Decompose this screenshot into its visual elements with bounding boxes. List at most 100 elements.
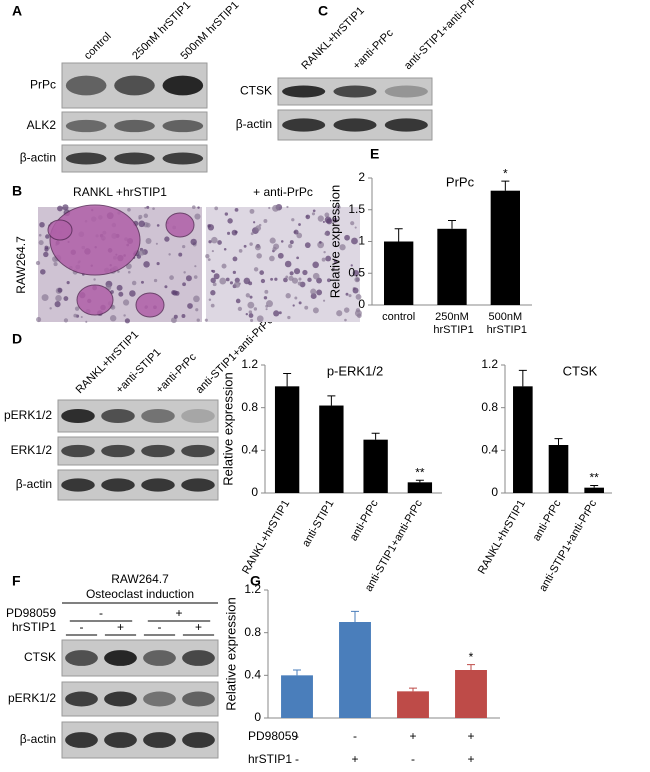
cell xyxy=(351,237,358,245)
cell xyxy=(255,225,262,231)
cell xyxy=(146,205,150,209)
row-label: CTSK xyxy=(24,650,56,664)
blot-band xyxy=(282,118,326,132)
cell xyxy=(344,318,347,322)
cell xyxy=(54,301,61,308)
row-label: β-actin xyxy=(20,732,56,746)
osteoclast xyxy=(47,219,73,241)
cell xyxy=(80,315,83,319)
cell xyxy=(153,278,158,283)
cell xyxy=(291,277,299,284)
cell xyxy=(63,296,69,301)
cell xyxy=(304,305,309,310)
cell xyxy=(336,310,343,317)
blot-band xyxy=(114,75,155,96)
cell xyxy=(292,304,295,307)
cell xyxy=(354,276,360,283)
blot-band xyxy=(101,444,135,458)
panel-letter: F xyxy=(12,573,21,589)
y-axis-label: Relative expression xyxy=(223,597,238,710)
cell xyxy=(243,244,247,248)
cell xyxy=(172,290,178,296)
bar xyxy=(513,386,533,493)
cell xyxy=(248,310,253,314)
cell xyxy=(291,218,295,222)
blot-band xyxy=(65,732,98,748)
cell xyxy=(41,294,49,302)
y-tick-label: 2 xyxy=(358,170,365,184)
cell xyxy=(127,270,131,274)
cell xyxy=(164,285,168,289)
cell xyxy=(269,237,276,244)
cell xyxy=(138,220,146,228)
condition-sign: - xyxy=(411,752,415,766)
significance: * xyxy=(503,166,508,180)
cell xyxy=(164,236,170,242)
cell xyxy=(210,303,215,308)
row-label: ERK1/2 xyxy=(11,443,53,457)
cell xyxy=(39,221,45,228)
cell xyxy=(250,232,254,236)
cell xyxy=(210,277,216,284)
cell xyxy=(231,229,238,236)
blot-band xyxy=(61,444,95,458)
cell xyxy=(319,241,322,244)
cell xyxy=(211,236,218,244)
cell xyxy=(307,277,312,283)
blot-band xyxy=(65,152,107,165)
x-tick-label: anti-PrPc xyxy=(531,498,564,544)
cell xyxy=(168,253,171,256)
cell xyxy=(277,252,284,259)
chart-title: CTSK xyxy=(563,363,598,378)
cell xyxy=(197,206,200,209)
cell xyxy=(254,244,261,251)
cell xyxy=(355,293,362,300)
cell xyxy=(245,293,251,298)
condition-sign: + xyxy=(195,620,202,634)
cell xyxy=(332,217,338,223)
cell xyxy=(208,240,212,244)
cell xyxy=(232,256,238,262)
cell xyxy=(355,308,361,313)
cell xyxy=(256,315,264,323)
cell xyxy=(63,318,69,323)
bar xyxy=(274,386,300,493)
cell xyxy=(127,207,131,212)
cell xyxy=(293,268,301,275)
cell xyxy=(283,277,288,283)
blot-band xyxy=(162,152,204,165)
condition-name: hrSTIP1 xyxy=(12,620,56,634)
bar xyxy=(363,439,388,493)
cell xyxy=(192,205,196,210)
cell xyxy=(144,206,147,209)
error-bar xyxy=(293,669,301,676)
cell xyxy=(273,310,280,317)
condition-sign: + xyxy=(409,729,416,743)
cell xyxy=(247,301,255,309)
cell xyxy=(348,294,352,298)
y-tick-label: 0.4 xyxy=(244,668,261,682)
cell xyxy=(193,275,198,279)
blot-band xyxy=(61,408,95,424)
condition-sign: - xyxy=(295,729,299,743)
blot-band xyxy=(65,119,107,133)
cell xyxy=(145,238,152,245)
condition-name: PD98059 xyxy=(6,606,56,620)
cell xyxy=(190,238,197,246)
cell xyxy=(266,300,273,308)
error-bar xyxy=(409,687,417,692)
chart-title: PrPc xyxy=(446,174,475,189)
cell xyxy=(312,307,319,314)
blot-band xyxy=(162,119,204,133)
cell xyxy=(272,246,277,252)
bar xyxy=(397,691,429,718)
blot-band xyxy=(61,478,95,492)
cell xyxy=(324,232,328,236)
significance: ** xyxy=(415,465,425,479)
cell xyxy=(143,213,149,219)
error-bar xyxy=(501,180,510,191)
row-label: pERK1/2 xyxy=(4,408,52,422)
error-bar xyxy=(448,220,456,229)
cell xyxy=(285,275,289,279)
cell xyxy=(225,277,230,282)
